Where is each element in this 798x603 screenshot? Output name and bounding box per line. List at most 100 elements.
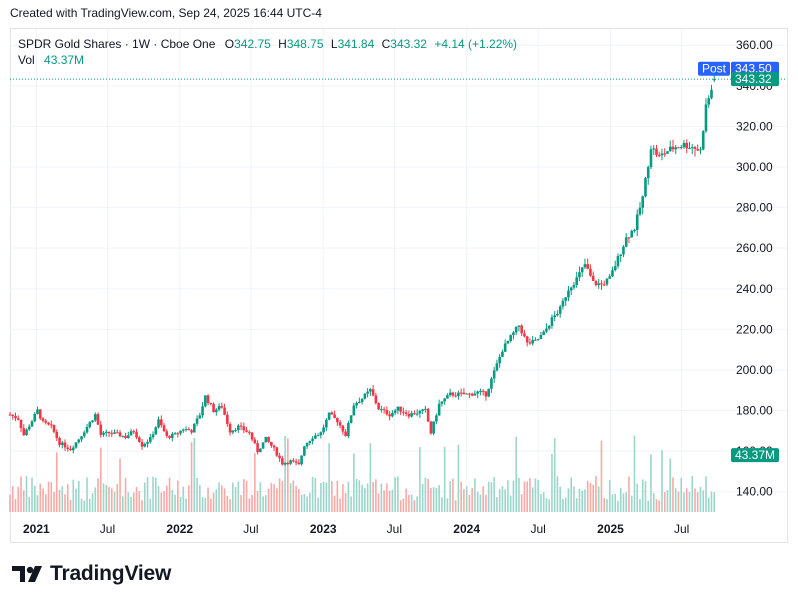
volume-bar bbox=[443, 446, 446, 512]
chart-panel[interactable] bbox=[10, 28, 788, 543]
candle-body bbox=[93, 414, 97, 421]
candle-body bbox=[38, 409, 42, 419]
candle-body bbox=[157, 419, 160, 428]
candle-body bbox=[633, 229, 636, 231]
volume-bar bbox=[149, 498, 152, 512]
candle-body bbox=[212, 403, 215, 413]
candle-body bbox=[457, 392, 460, 396]
candle-body bbox=[259, 448, 262, 453]
volume-bar bbox=[595, 476, 597, 512]
candle-body bbox=[674, 147, 678, 150]
candle-body bbox=[605, 278, 609, 285]
candle-body bbox=[148, 437, 152, 443]
volume-bar bbox=[644, 481, 647, 512]
candle-body bbox=[74, 442, 78, 448]
x-tick-label: Jul bbox=[531, 522, 546, 536]
candle-body bbox=[19, 419, 23, 429]
volume-bar bbox=[17, 486, 20, 512]
x-tick-label: Jul bbox=[387, 522, 402, 536]
price-axis: 140.00160.00180.00200.00220.00240.00260.… bbox=[736, 38, 773, 498]
symbol-label[interactable]: SPDR Gold Shares · 1W · Cboe One bbox=[18, 37, 216, 51]
volume-bar bbox=[545, 498, 548, 512]
tradingview-logo-icon bbox=[12, 566, 42, 582]
volume-bar bbox=[584, 489, 586, 512]
candle-body bbox=[693, 147, 697, 150]
volume-bar bbox=[256, 490, 259, 512]
candle-body bbox=[476, 391, 479, 394]
candle-body bbox=[492, 370, 496, 379]
candle-body bbox=[468, 393, 471, 395]
candle-body bbox=[27, 426, 31, 430]
candle-body bbox=[597, 283, 601, 286]
candle-body bbox=[402, 411, 405, 413]
candle-body bbox=[517, 325, 521, 327]
candle-body bbox=[137, 437, 141, 442]
volume-bar bbox=[251, 494, 253, 512]
volume-bar bbox=[611, 494, 614, 512]
volume-bar bbox=[391, 489, 394, 512]
y-tick-label: 140.00 bbox=[736, 485, 773, 499]
candle-body bbox=[179, 430, 182, 434]
volume-bar bbox=[166, 485, 168, 512]
volume-bar bbox=[39, 483, 42, 512]
volume-bar bbox=[581, 490, 583, 512]
post-label-badge-text: Post bbox=[702, 62, 727, 76]
candle-body bbox=[113, 432, 116, 434]
x-tick-label: 2021 bbox=[23, 522, 50, 536]
volume-bar bbox=[157, 486, 160, 512]
legend-ohlc-row: SPDR Gold Shares · 1W · Cboe One O342.75… bbox=[18, 36, 517, 52]
volume-bar bbox=[207, 487, 209, 512]
grid-lines bbox=[10, 29, 787, 512]
volume-bar bbox=[168, 477, 171, 512]
tradingview-logo[interactable]: TradingView bbox=[12, 562, 171, 586]
created-note: Created with TradingView.com, Sep 24, 20… bbox=[10, 6, 322, 20]
candle-body bbox=[223, 407, 226, 415]
volume-bar bbox=[284, 435, 286, 512]
volume-bar bbox=[707, 497, 710, 512]
x-tick-label: 2022 bbox=[166, 522, 193, 536]
candle-body bbox=[473, 393, 477, 396]
volume-bar bbox=[504, 489, 506, 512]
candle-body bbox=[226, 414, 229, 424]
volume-bar bbox=[366, 483, 369, 512]
candle-body bbox=[319, 432, 323, 436]
volume-bar bbox=[75, 488, 77, 512]
volume-bar bbox=[526, 481, 528, 512]
candle-body bbox=[281, 458, 284, 465]
x-tick-label: 2025 bbox=[597, 522, 624, 536]
volume-bar bbox=[116, 483, 119, 512]
candle-body bbox=[278, 455, 281, 459]
candle-body bbox=[245, 430, 248, 432]
volume-bar bbox=[121, 496, 124, 512]
volume-bars bbox=[9, 435, 716, 512]
volume-bar bbox=[658, 500, 661, 512]
volume-bar bbox=[669, 458, 672, 512]
candle-body bbox=[311, 438, 314, 441]
candle-body bbox=[470, 393, 474, 396]
candle-body bbox=[256, 443, 259, 453]
candle-body bbox=[80, 436, 83, 440]
candle-body bbox=[124, 435, 127, 438]
volume-bar bbox=[9, 494, 11, 512]
candle-body bbox=[215, 409, 218, 413]
volume-bar bbox=[339, 498, 341, 512]
candle-body bbox=[85, 426, 89, 433]
x-tick-label: Jul bbox=[243, 522, 258, 536]
candle-body bbox=[407, 413, 411, 417]
candle-body bbox=[487, 388, 490, 397]
volume-bar bbox=[182, 486, 185, 512]
volume-bar bbox=[493, 476, 495, 512]
volume-bar bbox=[570, 477, 572, 512]
volume-bar bbox=[342, 484, 344, 512]
candle-body bbox=[712, 79, 716, 81]
volume-bar bbox=[702, 490, 705, 512]
volume-bar bbox=[507, 480, 509, 512]
candle-body bbox=[701, 131, 705, 150]
volume-bar bbox=[267, 488, 270, 512]
volume-bar bbox=[471, 488, 473, 512]
candle-body bbox=[479, 391, 482, 393]
volume-bar bbox=[355, 478, 358, 512]
candle-body bbox=[514, 326, 518, 333]
candle-body bbox=[146, 442, 149, 444]
